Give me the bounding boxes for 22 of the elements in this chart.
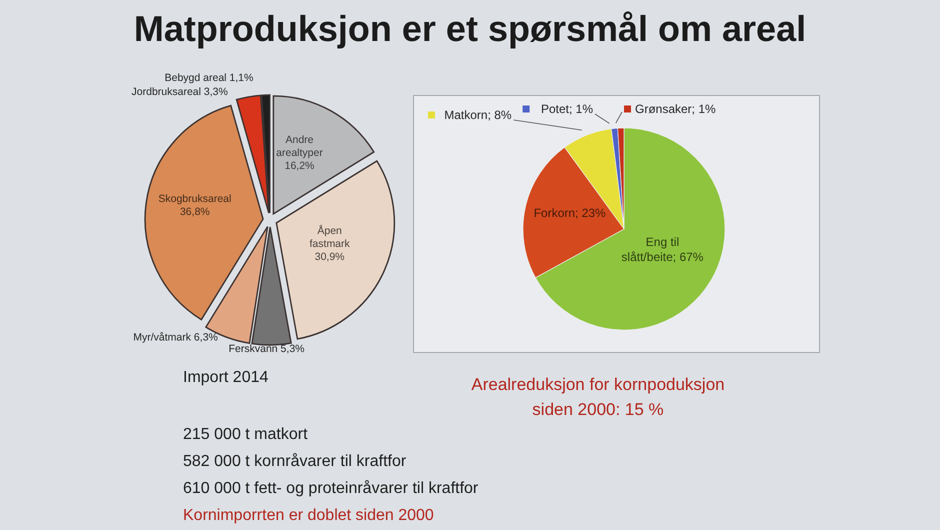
- slice-label: Myr/våtmark 6,3%: [133, 331, 218, 344]
- slice-label: Ferskvann 5,3%: [228, 342, 305, 355]
- text: Import 2014: [183, 369, 268, 386]
- data-label: 16,2%: [284, 160, 314, 172]
- data-label: 36,8%: [180, 206, 210, 218]
- legend-label: Grønsaker; 1%: [635, 102, 716, 116]
- text: Matproduksjon er et spørsmål om areal: [132, 8, 808, 50]
- data-label: 30,9%: [314, 250, 345, 263]
- slice-label: Eng til slått/beite; 67%: [621, 235, 704, 264]
- slice-label: Skogbruksareal: [158, 192, 232, 205]
- legend-label: Matkorn; 8%: [444, 108, 512, 122]
- text: 215 000 t matkort: [183, 425, 309, 445]
- text: 582 000 t kornråvarer til kraftfor: [183, 452, 408, 472]
- slice-label: Andre arealtyper: [276, 134, 324, 160]
- slice-label: Åpen fastmark: [310, 224, 351, 250]
- text: 610 000 t fett- og proteinråvarer til kraftfor: [183, 479, 480, 499]
- text: Arealreduksjon for kornpoduksjon siden 2000: 15 %: [470, 374, 726, 421]
- slice-label: Bebygd areal 1,1%: [164, 72, 254, 84]
- slice-label: Jordbruksareal 3,3%: [132, 86, 228, 98]
- slice-label: Forkorn; 23%: [534, 206, 606, 220]
- legend-label: Potet; 1%: [540, 102, 594, 116]
- text: Kornimporrten er doblet siden 2000: [183, 506, 435, 526]
